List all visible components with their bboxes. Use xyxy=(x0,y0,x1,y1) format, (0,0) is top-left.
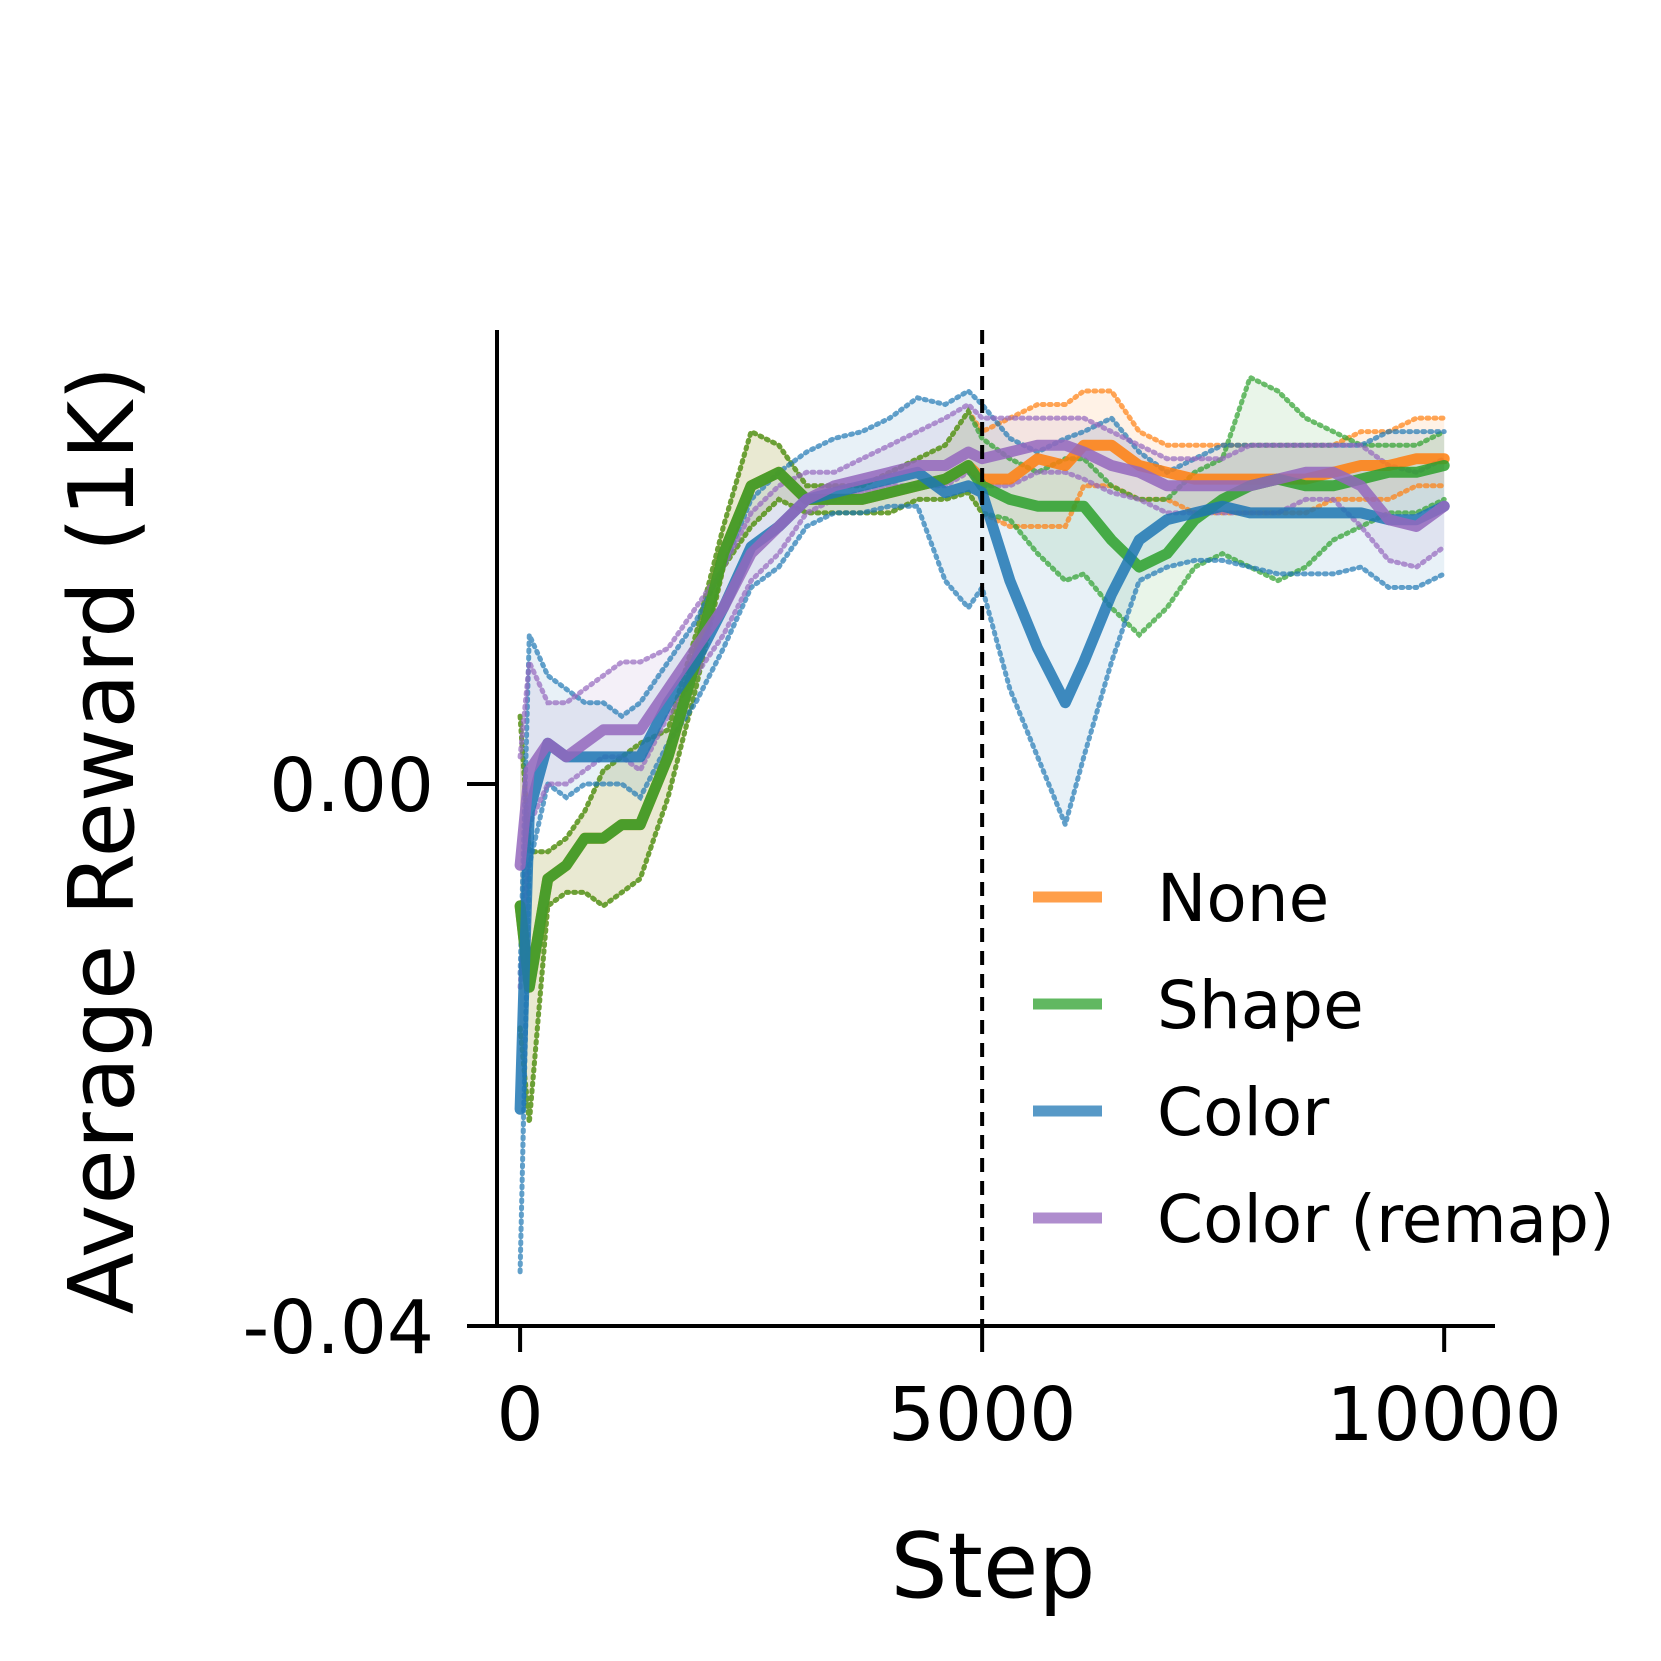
y-ticks: 0.00 -0.04 xyxy=(243,743,497,1371)
band-shape xyxy=(520,377,1445,1123)
x-tick-label: 10000 xyxy=(1326,1372,1561,1458)
legend: None Shape Color Color (remap) xyxy=(1033,860,1615,1258)
y-tick-label: -0.04 xyxy=(243,1285,434,1371)
y-axis-title: Average Reward (1K) xyxy=(50,366,155,1314)
x-ticks: 0 5000 10000 xyxy=(497,1326,1562,1458)
lower-bound-shape xyxy=(517,489,1447,1123)
series-lines xyxy=(514,439,1450,1115)
y-tick-label: 0.00 xyxy=(269,743,434,829)
axes xyxy=(495,330,1495,1328)
upper-bound-color-remap xyxy=(517,401,1447,760)
legend-label-none: None xyxy=(1157,860,1329,937)
lower-bound-color xyxy=(517,503,1447,1275)
x-tick-label: 0 xyxy=(497,1372,544,1458)
legend-label-color: Color xyxy=(1157,1074,1330,1151)
x-tick-label: 5000 xyxy=(888,1372,1076,1458)
legend-label-shape: Shape xyxy=(1157,967,1364,1044)
legend-label-color-remap: Color (remap) xyxy=(1157,1181,1615,1258)
series-line-color-remap xyxy=(514,439,1450,871)
x-axis-title: Step xyxy=(891,1514,1096,1619)
series-line-color xyxy=(514,466,1450,1115)
